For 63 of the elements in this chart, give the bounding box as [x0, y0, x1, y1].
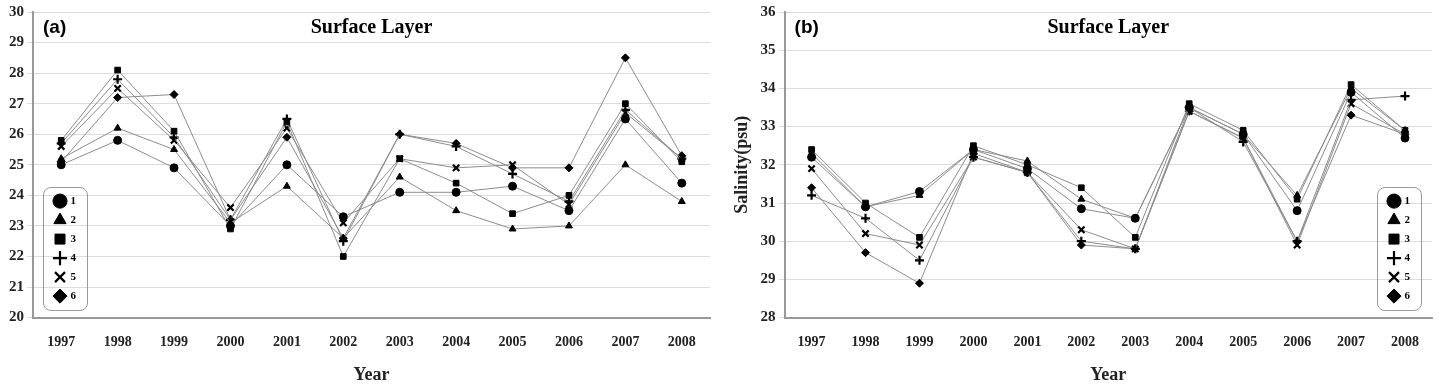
y-tick-label: 36 — [760, 2, 777, 19]
x-tick-label: 2002 — [1067, 333, 1096, 349]
y-tick-label: 28 — [760, 308, 776, 325]
x-axis-title: Year — [353, 363, 390, 384]
x-tick-label: 2008 — [1391, 333, 1420, 349]
y-tick-label: 30 — [9, 2, 24, 19]
x-tick-label: 2001 — [1013, 333, 1042, 349]
x-tick-label: 2005 — [498, 333, 527, 349]
legend-label: 1 — [1404, 193, 1410, 206]
x-tick-label: 2004 — [1175, 333, 1204, 349]
x-tick-label: 2000 — [216, 333, 245, 349]
legend-label: 3 — [1404, 231, 1411, 244]
legend-label: 4 — [70, 250, 77, 263]
x-tick-label: 2006 — [554, 333, 583, 349]
y-tick-label: 23 — [9, 216, 24, 233]
annotation: (a) — [43, 15, 67, 37]
y-tick-label: 32 — [760, 155, 776, 172]
x-tick-label: 1998 — [851, 333, 880, 349]
x-tick-label: 2007 — [1337, 333, 1366, 349]
x-tick-label: 2000 — [959, 333, 988, 349]
y-tick-label: 30 — [760, 232, 776, 249]
y-tick-label: 27 — [9, 94, 25, 111]
legend-label: 2 — [1404, 212, 1411, 225]
y-tick-label: 31 — [760, 193, 776, 210]
x-tick-label: 2006 — [1283, 333, 1312, 349]
legend-label: 5 — [1404, 269, 1411, 282]
x-tick-label: 1997 — [797, 333, 826, 349]
y-tick-label: 28 — [9, 64, 24, 80]
x-tick-label: 1999 — [905, 333, 934, 349]
x-tick-label: 2004 — [442, 333, 471, 349]
legend-label: 6 — [1404, 288, 1411, 301]
x-tick-label: 2005 — [1229, 333, 1258, 349]
annotation: (b) — [794, 15, 819, 37]
legend-label: 2 — [70, 212, 77, 225]
x-tick-label: 2008 — [667, 333, 696, 349]
x-tick-label: 2003 — [1121, 333, 1150, 349]
x-tick-label: 1997 — [47, 333, 76, 349]
legend-label: 3 — [70, 231, 77, 244]
x-tick-label: 2003 — [385, 333, 414, 349]
y-tick-label: 22 — [9, 247, 24, 264]
chart-title: Surface Layer — [310, 15, 433, 39]
x-tick-label: 2002 — [329, 333, 358, 349]
y-tick-label: 29 — [760, 270, 776, 287]
legend-label: 4 — [1404, 250, 1411, 263]
y-tick-label: 33 — [760, 117, 776, 134]
x-axis-title: Year — [1090, 363, 1127, 384]
legend-label: 5 — [70, 269, 77, 282]
y-tick-label: 26 — [9, 125, 25, 142]
legend-label: 6 — [70, 288, 77, 301]
y-tick-label: 34 — [760, 79, 777, 96]
x-tick-label: 1998 — [103, 333, 132, 349]
y-tick-label: 20 — [9, 308, 24, 325]
y-axis-title: Salinity(psu) — [731, 115, 753, 214]
x-tick-label: 2007 — [611, 333, 640, 349]
y-tick-label: 25 — [9, 155, 24, 172]
x-tick-label: 2001 — [272, 333, 301, 349]
y-tick-label: 35 — [760, 41, 776, 58]
legend-label: 1 — [70, 193, 76, 206]
chart-title: Surface Layer — [1047, 15, 1170, 39]
x-tick-label: 1999 — [160, 333, 189, 349]
y-tick-label: 29 — [9, 33, 24, 50]
y-tick-label: 21 — [9, 277, 24, 294]
y-tick-label: 24 — [9, 186, 25, 203]
